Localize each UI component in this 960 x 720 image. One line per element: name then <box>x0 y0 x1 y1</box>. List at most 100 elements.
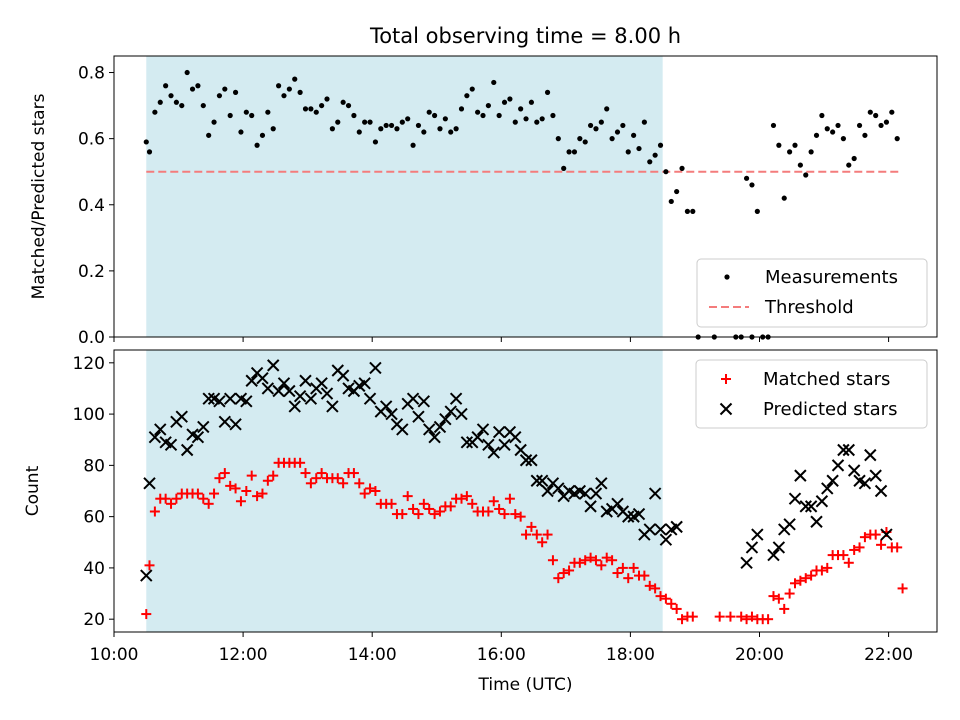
measurement-point <box>582 139 588 145</box>
predicted-star-point <box>622 510 635 523</box>
predicted-star-point-b <box>482 438 495 452</box>
matched-star-point <box>870 529 881 540</box>
measurement-point <box>469 86 475 92</box>
predicted-star-point-b <box>880 528 893 541</box>
measurement-point <box>410 142 416 148</box>
predicted-star-point <box>444 405 457 418</box>
count-panel-ticks: 20 40 60 80 100 120 10:00 12:00 14:00 16:00 18:00 2… <box>73 354 914 665</box>
predicted-star-point-b <box>847 464 861 477</box>
predicted-star-point <box>229 418 242 431</box>
measurement-point <box>544 89 551 95</box>
predicted-star-point-b <box>191 430 205 444</box>
matched-star-point <box>408 503 419 514</box>
matched-star-point <box>547 555 558 566</box>
predicted-star-point <box>788 492 802 505</box>
predicted-star-point-b <box>342 382 355 395</box>
predicted-star-point <box>595 477 608 490</box>
predicted-star-point-b <box>433 420 447 434</box>
predicted-star-point-b <box>648 487 662 500</box>
measurement-point <box>846 162 852 168</box>
measurement-point <box>351 112 357 119</box>
predicted-star-point-b <box>299 374 312 387</box>
measurement-point <box>496 112 502 119</box>
matched-star-point <box>558 568 569 579</box>
measurement-point <box>883 119 890 125</box>
matched-star-point <box>429 509 440 520</box>
predicted-star-point-b <box>164 438 178 452</box>
measurement-point <box>324 96 330 102</box>
measurement-point <box>227 112 233 119</box>
predicted-star-point <box>471 430 484 444</box>
matched-star-point <box>537 537 548 548</box>
predicted-star-point <box>509 430 522 444</box>
measurement-point <box>577 136 583 142</box>
measurement-point <box>614 129 621 135</box>
matched-star-point <box>590 555 601 566</box>
matched-star-point <box>677 614 688 625</box>
predicted-star-point-b <box>428 430 441 444</box>
x-tick-label: 22:00 <box>864 645 913 665</box>
measurement-point <box>179 102 185 109</box>
measurement-point <box>163 83 169 89</box>
measurement-point <box>873 112 879 119</box>
predicted-star-point <box>810 515 823 528</box>
predicted-star-point-b <box>837 443 850 457</box>
measurement-point <box>421 129 427 135</box>
predicted-star-point-b <box>197 420 210 434</box>
x-tick-label: 14:00 <box>348 645 397 665</box>
measurement-point <box>856 122 863 129</box>
measurement-point <box>824 126 830 132</box>
measurement-point <box>458 106 465 112</box>
measurement-point <box>512 119 518 125</box>
measurement-point <box>797 162 803 168</box>
predicted-star-point <box>514 443 527 457</box>
measurement-point <box>302 106 309 112</box>
measurement-point <box>867 109 873 115</box>
matched-star-point <box>795 575 806 586</box>
ratio-y-tick-label: 0.4 <box>78 196 105 216</box>
measurement-point <box>878 122 884 129</box>
matched-star-point <box>359 488 370 499</box>
predicted-star-point-b <box>326 400 339 413</box>
predicted-star-point <box>363 392 377 405</box>
predicted-star-point-b <box>740 556 753 569</box>
measurement-point <box>265 109 271 115</box>
matched-star-point <box>531 529 542 540</box>
predicted-star-point <box>487 446 500 459</box>
matched-star-point <box>892 542 903 553</box>
predicted-star-point <box>460 436 474 449</box>
matched-star-point <box>402 491 413 502</box>
matched-star-point <box>268 470 279 481</box>
matched-star-point <box>510 509 521 520</box>
predicted-star-point <box>869 469 882 482</box>
measurement-point <box>808 149 814 155</box>
matched-star-point <box>639 570 650 581</box>
matched-star-point <box>763 614 774 625</box>
predicted-star-point-b <box>842 443 855 457</box>
measurement-point <box>587 122 594 129</box>
matched-star-point <box>160 493 171 504</box>
predicted-star-point-b <box>659 533 673 546</box>
predicted-star-point <box>396 423 409 436</box>
predicted-star-point <box>164 438 178 452</box>
predicted-star-point-b <box>476 423 490 436</box>
matched-star-point <box>660 593 671 604</box>
matched-star-point <box>714 611 725 622</box>
predicted-star-point <box>369 361 382 375</box>
legend-matched-marker <box>721 374 731 384</box>
predicted-star-point-b <box>449 392 463 405</box>
measurement-point <box>206 132 212 138</box>
matched-star-point <box>854 542 865 553</box>
predicted-star-point <box>783 518 796 531</box>
predicted-star-point-b <box>272 384 285 398</box>
measurement-point <box>840 136 847 142</box>
predicted-star-point-b <box>207 392 221 405</box>
matched-star-point <box>252 491 263 502</box>
matched-star-point <box>149 506 160 517</box>
measurement-point <box>238 129 244 135</box>
measurement-point <box>889 109 895 115</box>
matched-star-point <box>768 591 779 602</box>
predicted-star-point-b <box>234 392 248 405</box>
predicted-star-point-b <box>293 389 307 403</box>
predicted-star-point-b <box>562 484 576 498</box>
